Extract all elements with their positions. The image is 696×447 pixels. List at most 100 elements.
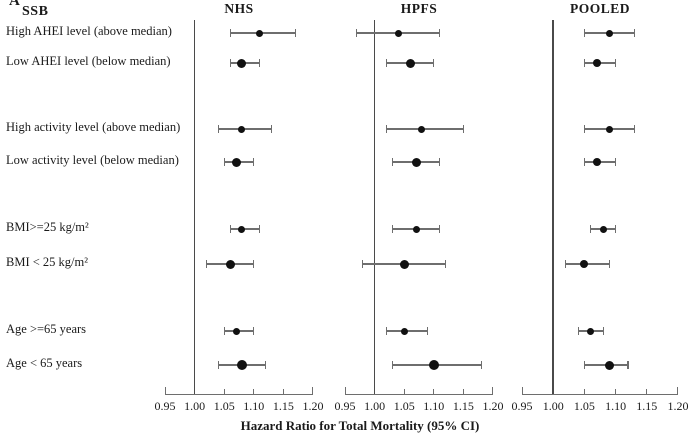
x-axis-tick <box>583 389 585 395</box>
forest-point <box>231 157 241 167</box>
ci-cap-low <box>583 125 585 133</box>
ci-cap-low <box>217 361 219 369</box>
ci-cap-high <box>265 361 267 369</box>
forest-point <box>225 259 235 269</box>
ci-cap-high <box>253 158 255 166</box>
x-tick-label: 0.95 <box>511 399 533 413</box>
x-axis-line <box>165 394 313 396</box>
x-tick-label: 1.20 <box>302 399 324 413</box>
x-axis-tick <box>491 387 493 395</box>
row-label: Low activity level (below median) <box>6 153 179 167</box>
ci-cap-low <box>223 327 225 335</box>
forest-point <box>400 327 408 335</box>
ci-cap-low <box>391 158 393 166</box>
ci-cap-low <box>229 225 231 233</box>
x-axis-tick <box>462 389 464 395</box>
ci-cap-high <box>259 225 261 233</box>
ci-cap-low <box>385 125 388 133</box>
x-tick-label: 1.00 <box>542 399 564 413</box>
x-tick-label: 0.95 <box>154 399 176 413</box>
ci-cap-low <box>356 29 358 37</box>
ci-cap-high <box>627 361 629 369</box>
x-axis-tick <box>223 389 225 395</box>
ci-cap-high <box>462 125 464 133</box>
ci-cap-low <box>583 29 585 37</box>
x-axis-line <box>345 394 493 396</box>
reference-line <box>193 20 196 395</box>
ci-cap-high <box>615 225 617 233</box>
row-label: High AHEI level (above median) <box>6 24 172 38</box>
ci-cap-low <box>385 327 388 335</box>
x-axis-tick <box>646 389 648 395</box>
ci-cap-high <box>615 59 617 67</box>
ci-cap-high <box>633 125 635 133</box>
ci-cap-low <box>577 327 579 335</box>
forest-point <box>604 360 614 370</box>
x-axis-title: Hazard Ratio for Total Mortality (95% CI… <box>240 418 480 433</box>
forest-point <box>232 327 240 335</box>
row-label: High activity level (above median) <box>6 120 181 134</box>
x-tick-label: 1.20 <box>482 399 504 413</box>
forest-point <box>587 327 595 335</box>
x-axis-line <box>522 394 678 396</box>
x-axis-tick <box>345 387 347 395</box>
forest-point <box>405 58 415 68</box>
x-tick-label: 1.00 <box>184 399 206 413</box>
row-label: BMI>=25 kg/m² <box>6 220 89 234</box>
row-label: BMI < 25 kg/m² <box>6 255 88 269</box>
ci-cap-high <box>608 260 610 268</box>
ci-cap-high <box>445 260 447 268</box>
x-axis-tick <box>615 389 617 395</box>
row-label: Low AHEI level (below median) <box>6 54 171 68</box>
forest-point <box>605 125 613 133</box>
ci-cap-high <box>433 59 435 67</box>
panel-title-hpfs: HPFS <box>400 1 438 16</box>
ci-cap-low <box>391 361 393 369</box>
forest-point <box>237 58 247 68</box>
x-tick-label: 1.05 <box>573 399 595 413</box>
forest-point <box>412 225 420 233</box>
forest-point <box>605 29 613 37</box>
ci-cap-low <box>565 260 567 268</box>
forest-point <box>394 29 402 37</box>
forest-point <box>599 225 607 233</box>
forest-point <box>256 29 264 37</box>
ci-cap-low <box>217 125 219 133</box>
x-tick-label: 1.10 <box>423 399 445 413</box>
ci-cap-high <box>253 260 255 268</box>
ci-cap-low <box>229 59 231 67</box>
forest-point <box>428 360 439 370</box>
x-tick-label: 0.95 <box>334 399 356 413</box>
x-tick-label: 1.15 <box>272 399 294 413</box>
x-tick-label: 1.05 <box>213 399 235 413</box>
panel-hpfs: 0.95 1.00 1.05 1.10 1.15 1.20 <box>335 20 504 447</box>
forest-point <box>238 125 246 133</box>
forest-point <box>580 260 589 268</box>
x-axis-tick <box>403 389 405 395</box>
forest-point <box>418 125 426 133</box>
ci-cap-high <box>253 327 255 335</box>
ci-cap-low <box>590 225 592 233</box>
ci-cap-low <box>583 59 585 67</box>
ci-cap-high <box>270 125 273 133</box>
ci-cap-low <box>583 158 585 166</box>
x-tick-label: 1.15 <box>452 399 474 413</box>
ci-cap-high <box>439 225 441 233</box>
ci-cap-high <box>602 327 604 335</box>
ci-cap-high <box>294 29 296 37</box>
x-axis-tick <box>282 389 284 395</box>
ci-cap-low <box>385 59 388 67</box>
reference-line <box>373 20 376 395</box>
ci-cap-high <box>439 158 441 166</box>
x-axis-tick <box>165 387 167 395</box>
x-axis-tick <box>433 389 435 395</box>
forest-point <box>411 157 421 167</box>
x-tick-label: 1.15 <box>636 399 658 413</box>
ci-cap-high <box>259 59 261 67</box>
group-column-header: SSB <box>22 4 49 19</box>
ci-cap-high <box>439 29 441 37</box>
x-axis-tick <box>522 387 524 395</box>
ci-cap-low <box>223 158 225 166</box>
ci-cap-low <box>362 260 364 268</box>
